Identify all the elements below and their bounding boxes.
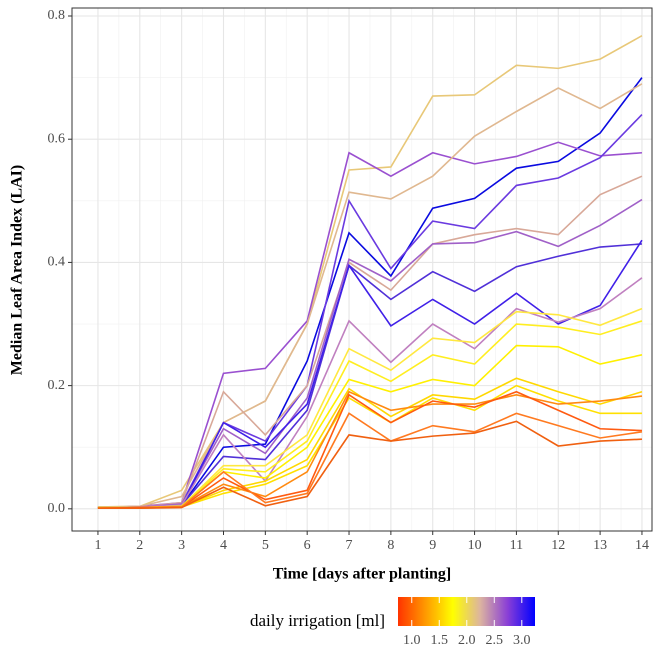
colorbar-tick-label: 2.5 — [486, 633, 504, 648]
x-tick-label: 9 — [429, 538, 436, 553]
x-tick-label: 3 — [178, 538, 185, 553]
x-tick-label: 5 — [262, 538, 269, 553]
x-tick-label: 7 — [346, 538, 353, 553]
legend-title: daily irrigation [ml] — [250, 611, 385, 630]
y-tick-label: 0.4 — [48, 255, 66, 270]
colorbar-tick-label: 3.0 — [513, 633, 531, 648]
x-tick-label: 6 — [304, 538, 311, 553]
y-tick-label: 0.0 — [48, 501, 66, 516]
x-tick-label: 12 — [551, 538, 565, 553]
lines — [97, 35, 643, 510]
y-tick-label: 0.8 — [48, 8, 66, 23]
panel-border — [71, 7, 653, 532]
x-tick-label: 4 — [220, 538, 227, 553]
grid — [72, 8, 652, 531]
x-tick-label: 11 — [510, 538, 523, 553]
series-line — [97, 412, 643, 510]
y-axis-title: Median Leaf Area Index (LAI) — [9, 165, 26, 375]
y-tick-label: 0.2 — [48, 378, 66, 393]
colorbar-tick-label: 1.5 — [431, 633, 449, 648]
colorbar-tick-label: 2.0 — [458, 633, 476, 648]
series-line — [97, 243, 643, 509]
x-tick-label: 1 — [94, 538, 101, 553]
series-line — [97, 420, 642, 510]
x-tick-label: 14 — [635, 538, 649, 553]
colorbar-tick-label: 1.0 — [403, 633, 421, 648]
x-axis-title: Time [days after planting] — [273, 566, 452, 583]
x-tick-label: 13 — [593, 538, 607, 553]
series-line — [97, 141, 643, 509]
series-line — [97, 390, 643, 510]
y-tick-label: 0.6 — [48, 131, 66, 146]
x-tick-label: 2 — [136, 538, 143, 553]
x-tick-label: 10 — [468, 538, 482, 553]
series-line — [97, 175, 643, 509]
x-tick-label: 8 — [387, 538, 394, 553]
series-line — [97, 277, 643, 509]
